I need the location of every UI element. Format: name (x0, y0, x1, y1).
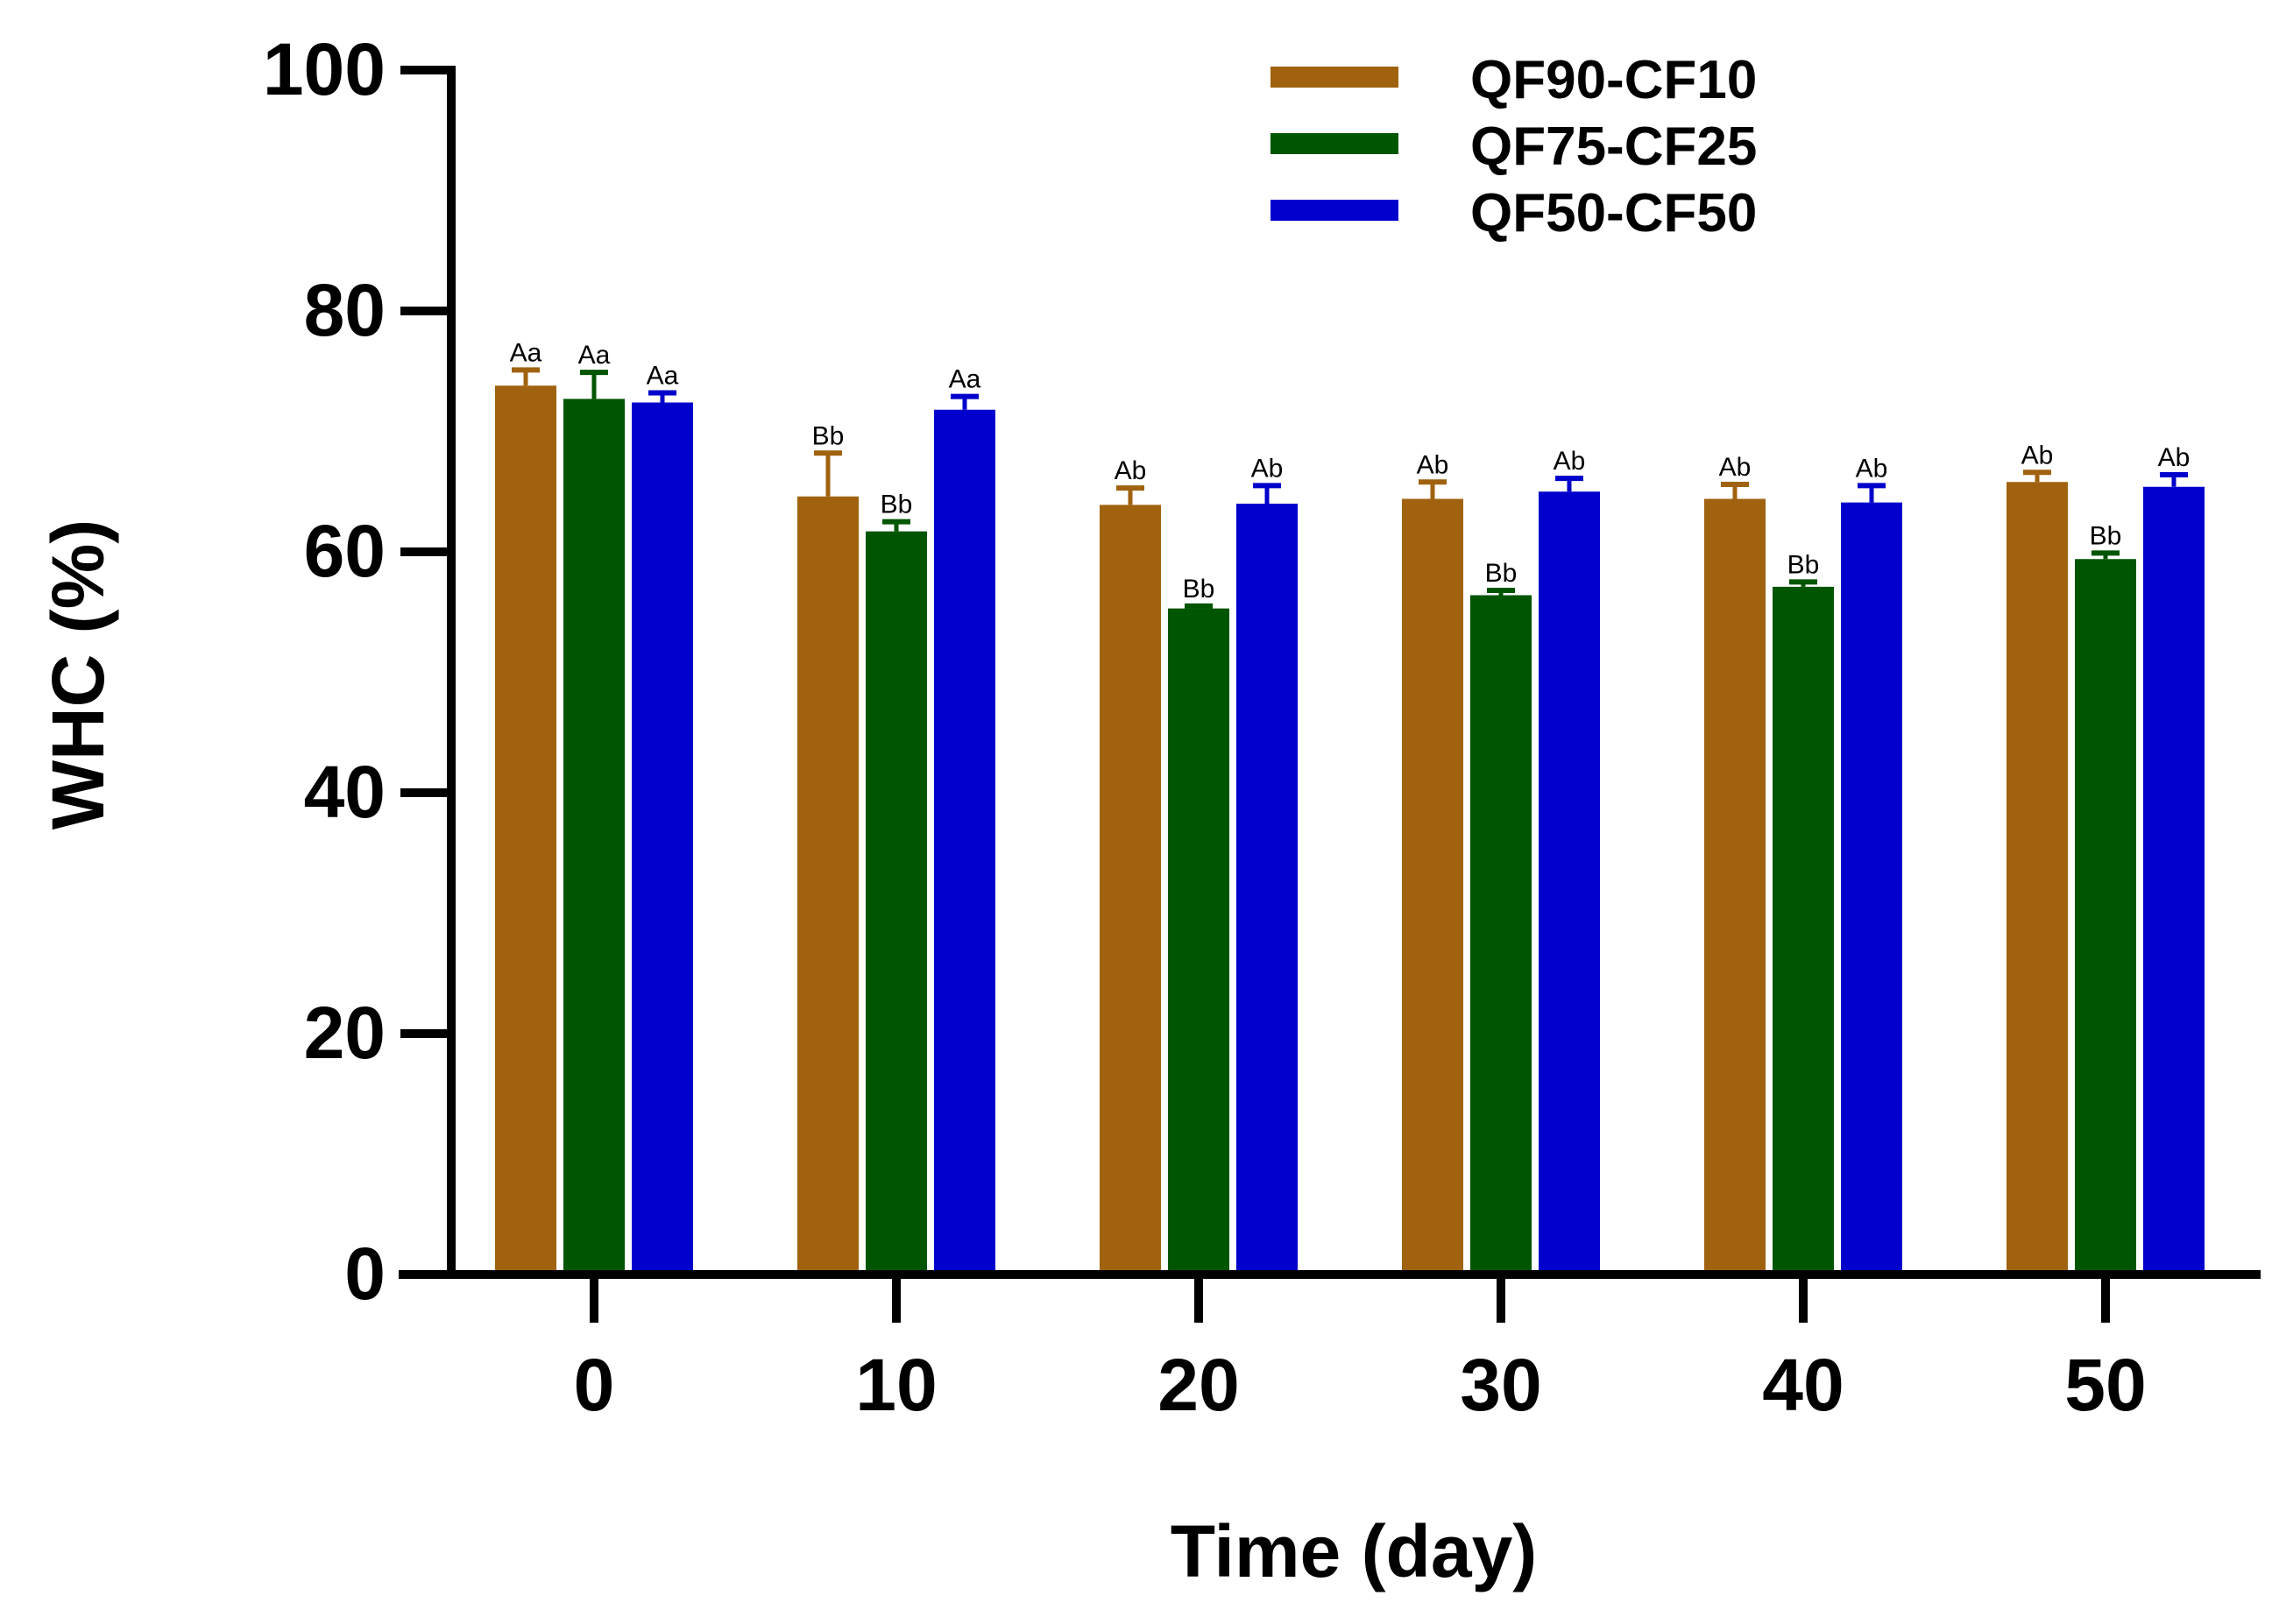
significance-labels-layer: Aa Aa Aa Bb Bb Aa Ab Bb Ab Ab Bb Ab Ab Bb Ab Ab Bb Ab (510, 338, 2191, 604)
legend-swatch (1270, 67, 1398, 88)
x-tick-label: 20 (1157, 1344, 1239, 1426)
significance-label: Bb (1485, 559, 1518, 588)
significance-label: Ab (1417, 450, 1449, 479)
significance-label: Aa (949, 365, 981, 394)
bar (866, 531, 927, 1274)
bar (563, 399, 625, 1274)
x-tick-label: 40 (1762, 1344, 1844, 1426)
y-tick-label: 20 (304, 992, 386, 1074)
bar (632, 402, 693, 1274)
significance-label: Bb (2090, 521, 2122, 550)
y-ticks-layer: 0 20 40 60 80 100 (263, 28, 451, 1315)
x-tick-label: 50 (2064, 1344, 2146, 1426)
x-tick-label: 30 (1460, 1344, 1541, 1426)
significance-label: Ab (2021, 441, 2054, 470)
x-tick-label: 10 (855, 1344, 937, 1426)
y-axis-title: WHC (%) (37, 519, 119, 830)
significance-label: Aa (510, 338, 542, 367)
significance-label: Ab (1251, 454, 1284, 483)
significance-label: Ab (1719, 453, 1752, 482)
bar (1539, 491, 1600, 1274)
bar (1704, 498, 1766, 1274)
y-tick-label: 100 (263, 28, 386, 110)
bar (1168, 608, 1229, 1274)
bar (2143, 486, 2205, 1274)
bar (1236, 504, 1298, 1274)
significance-label: Ab (1856, 454, 1888, 483)
x-axis-title: Time (day) (1171, 1510, 1538, 1592)
y-tick-label: 60 (304, 510, 386, 592)
x-ticks-layer: 0 10 20 30 40 50 (574, 1274, 2147, 1426)
significance-label: Ab (2158, 443, 2191, 472)
significance-label: Aa (647, 362, 679, 391)
significance-label: Bb (1183, 575, 1215, 604)
y-tick-label: 0 (344, 1232, 386, 1315)
bar (934, 409, 995, 1274)
bar (797, 496, 859, 1274)
bar (1100, 505, 1161, 1274)
y-tick-label: 80 (304, 269, 386, 351)
significance-label: Ab (1115, 456, 1147, 485)
legend-swatch (1270, 133, 1398, 154)
significance-label: Bb (812, 421, 845, 450)
bars-layer (495, 385, 2205, 1274)
bar (1470, 595, 1532, 1274)
significance-label: Ab (1554, 447, 1586, 476)
axes-layer (399, 66, 2261, 1279)
bar (1402, 498, 1463, 1274)
bar (1841, 502, 1902, 1274)
legend-entry-label: QF90-CF10 (1470, 50, 1757, 110)
legend-swatch (1270, 200, 1398, 221)
legend-entry-label: QF50-CF50 (1470, 183, 1757, 244)
bar (2075, 559, 2136, 1274)
y-tick-label: 40 (304, 751, 386, 833)
significance-label: Bb (881, 491, 913, 519)
bar (2007, 482, 2068, 1274)
legend-entry-label: QF75-CF25 (1470, 117, 1757, 177)
bar (495, 385, 556, 1274)
significance-label: Bb (1787, 550, 1820, 579)
significance-label: Aa (578, 341, 611, 370)
x-tick-label: 0 (574, 1344, 615, 1426)
error-bars-layer (512, 367, 2188, 609)
bar (1773, 586, 1834, 1274)
